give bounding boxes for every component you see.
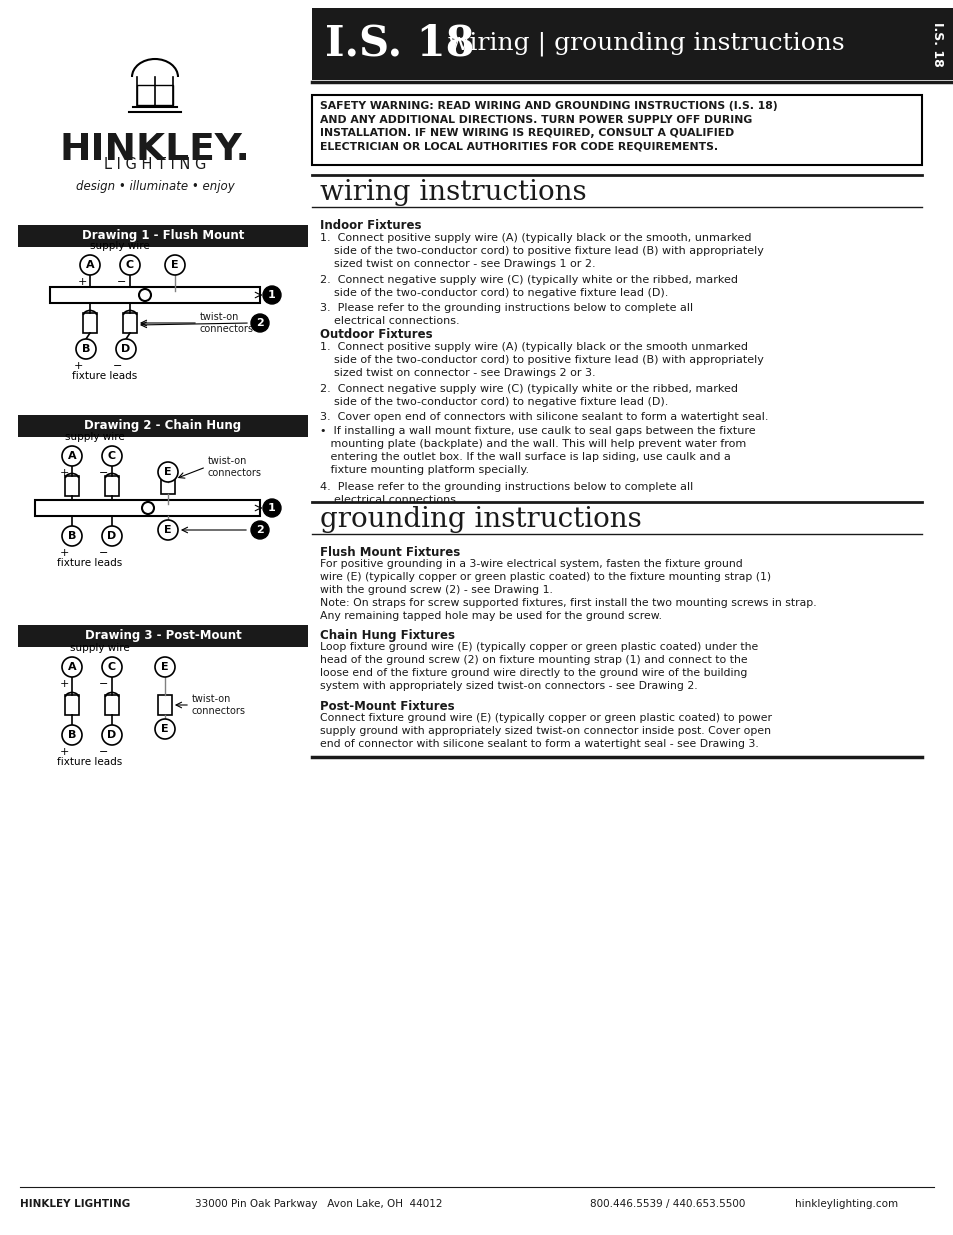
Text: HINKLEY.: HINKLEY. (59, 132, 251, 168)
Bar (161, 474, 174, 494)
Text: 2.  Connect negative supply wire (C) (typically white or the ribbed, marked
    : 2. Connect negative supply wire (C) (typ… (319, 384, 738, 408)
Text: SAFETY WARNING: READ WIRING AND GROUNDING INSTRUCTIONS (I.S. 18)
AND ANY ADDITIO: SAFETY WARNING: READ WIRING AND GROUNDIN… (319, 101, 777, 152)
Text: E: E (171, 261, 178, 270)
Text: L I G H T I N G: L I G H T I N G (104, 157, 206, 172)
Circle shape (263, 499, 281, 517)
Bar (123, 312, 137, 333)
Circle shape (102, 526, 122, 546)
Text: wiring | grounding instructions: wiring | grounding instructions (439, 32, 843, 57)
Circle shape (158, 462, 178, 482)
Text: −: − (117, 277, 127, 287)
Bar (921, 7, 953, 80)
Circle shape (62, 657, 82, 677)
Text: A: A (86, 261, 94, 270)
Text: hinkleylighting.com: hinkleylighting.com (794, 1199, 897, 1209)
Bar (312, 95, 921, 165)
Circle shape (102, 446, 122, 466)
Bar (18, 225, 308, 247)
Bar (105, 475, 119, 496)
Bar (35, 500, 260, 516)
Circle shape (251, 314, 269, 332)
Text: I.S. 18: I.S. 18 (325, 23, 474, 65)
Text: Connect fixture ground wire (E) (typically copper or green plastic coated) to po: Connect fixture ground wire (E) (typical… (319, 713, 771, 750)
Circle shape (158, 520, 178, 540)
Text: 2: 2 (255, 317, 264, 329)
Text: Post-Mount Fixtures: Post-Mount Fixtures (319, 700, 455, 713)
Bar (312, 7, 921, 80)
Text: E: E (164, 467, 172, 477)
Circle shape (263, 287, 281, 304)
Text: For positive grounding in a 3-wire electrical system, fasten the fixture ground
: For positive grounding in a 3-wire elect… (319, 559, 816, 621)
Circle shape (139, 289, 151, 301)
Text: Chain Hung Fixtures: Chain Hung Fixtures (319, 629, 455, 642)
Text: supply wire: supply wire (90, 241, 150, 251)
Text: twist-on
connectors: twist-on connectors (208, 456, 262, 478)
Circle shape (154, 657, 174, 677)
Text: 33000 Pin Oak Parkway   Avon Lake, OH  44012: 33000 Pin Oak Parkway Avon Lake, OH 4401… (194, 1199, 442, 1209)
Circle shape (251, 521, 269, 538)
Circle shape (102, 657, 122, 677)
Text: •  If installing a wall mount fixture, use caulk to seal gaps between the fixtur: • If installing a wall mount fixture, us… (319, 426, 755, 475)
Text: wiring instructions: wiring instructions (319, 179, 586, 206)
Text: 1.  Connect positive supply wire (A) (typically black or the smooth, unmarked
  : 1. Connect positive supply wire (A) (typ… (319, 233, 763, 269)
Text: I.S. 18: I.S. 18 (930, 22, 943, 67)
Text: −: − (99, 679, 109, 689)
Text: grounding instructions: grounding instructions (319, 506, 641, 534)
Circle shape (80, 254, 100, 275)
Text: +: + (59, 468, 69, 478)
Bar (158, 695, 172, 715)
Text: Drawing 2 - Chain Hung: Drawing 2 - Chain Hung (85, 420, 241, 432)
Text: 1: 1 (268, 290, 275, 300)
Bar (50, 287, 260, 303)
Text: 800.446.5539 / 440.653.5500: 800.446.5539 / 440.653.5500 (589, 1199, 744, 1209)
Text: twist-on
connectors: twist-on connectors (192, 694, 246, 716)
Text: B: B (68, 730, 76, 740)
Text: Indoor Fixtures: Indoor Fixtures (319, 219, 421, 232)
Text: fixture leads: fixture leads (57, 757, 123, 767)
Bar (18, 625, 308, 647)
Circle shape (165, 254, 185, 275)
Bar (105, 695, 119, 715)
Text: twist-on
connectors: twist-on connectors (200, 312, 253, 333)
Text: supply wire: supply wire (71, 643, 130, 653)
Circle shape (116, 338, 136, 359)
Text: 3.  Please refer to the grounding instructions below to complete all
    electri: 3. Please refer to the grounding instruc… (319, 303, 693, 326)
Text: Drawing 1 - Flush Mount: Drawing 1 - Flush Mount (82, 230, 244, 242)
Circle shape (76, 338, 96, 359)
Text: D: D (121, 345, 131, 354)
Text: +: + (59, 747, 69, 757)
Text: A: A (68, 662, 76, 672)
Text: −: − (113, 361, 123, 370)
Text: C: C (126, 261, 134, 270)
Bar (65, 475, 79, 496)
Text: E: E (161, 662, 169, 672)
Bar (65, 695, 79, 715)
Text: D: D (108, 730, 116, 740)
Text: 1: 1 (268, 503, 275, 513)
Text: 2: 2 (255, 525, 264, 535)
Text: HINKLEY LIGHTING: HINKLEY LIGHTING (20, 1199, 131, 1209)
Text: Loop fixture ground wire (E) (typically copper or green plastic coated) under th: Loop fixture ground wire (E) (typically … (319, 642, 758, 692)
Text: Outdoor Fixtures: Outdoor Fixtures (319, 329, 432, 341)
Circle shape (62, 526, 82, 546)
Circle shape (142, 501, 153, 514)
Text: fixture leads: fixture leads (72, 370, 137, 382)
Circle shape (154, 719, 174, 739)
Text: 4.  Please refer to the grounding instructions below to complete all
    electri: 4. Please refer to the grounding instruc… (319, 482, 693, 505)
Text: E: E (164, 525, 172, 535)
Circle shape (62, 446, 82, 466)
Text: +: + (59, 548, 69, 558)
Text: −: − (99, 468, 109, 478)
Text: +: + (59, 679, 69, 689)
Text: +: + (73, 361, 83, 370)
Text: A: A (68, 451, 76, 461)
Text: 3.  Cover open end of connectors with silicone sealant to form a watertight seal: 3. Cover open end of connectors with sil… (319, 412, 768, 422)
Text: +: + (77, 277, 87, 287)
Bar (18, 415, 308, 437)
Text: Flush Mount Fixtures: Flush Mount Fixtures (319, 546, 459, 559)
Circle shape (62, 725, 82, 745)
Bar (83, 312, 97, 333)
Text: Drawing 3 - Post-Mount: Drawing 3 - Post-Mount (85, 630, 241, 642)
Text: supply wire: supply wire (65, 432, 125, 442)
Text: 1.  Connect positive supply wire (A) (typically black or the smooth unmarked
   : 1. Connect positive supply wire (A) (typ… (319, 342, 763, 378)
